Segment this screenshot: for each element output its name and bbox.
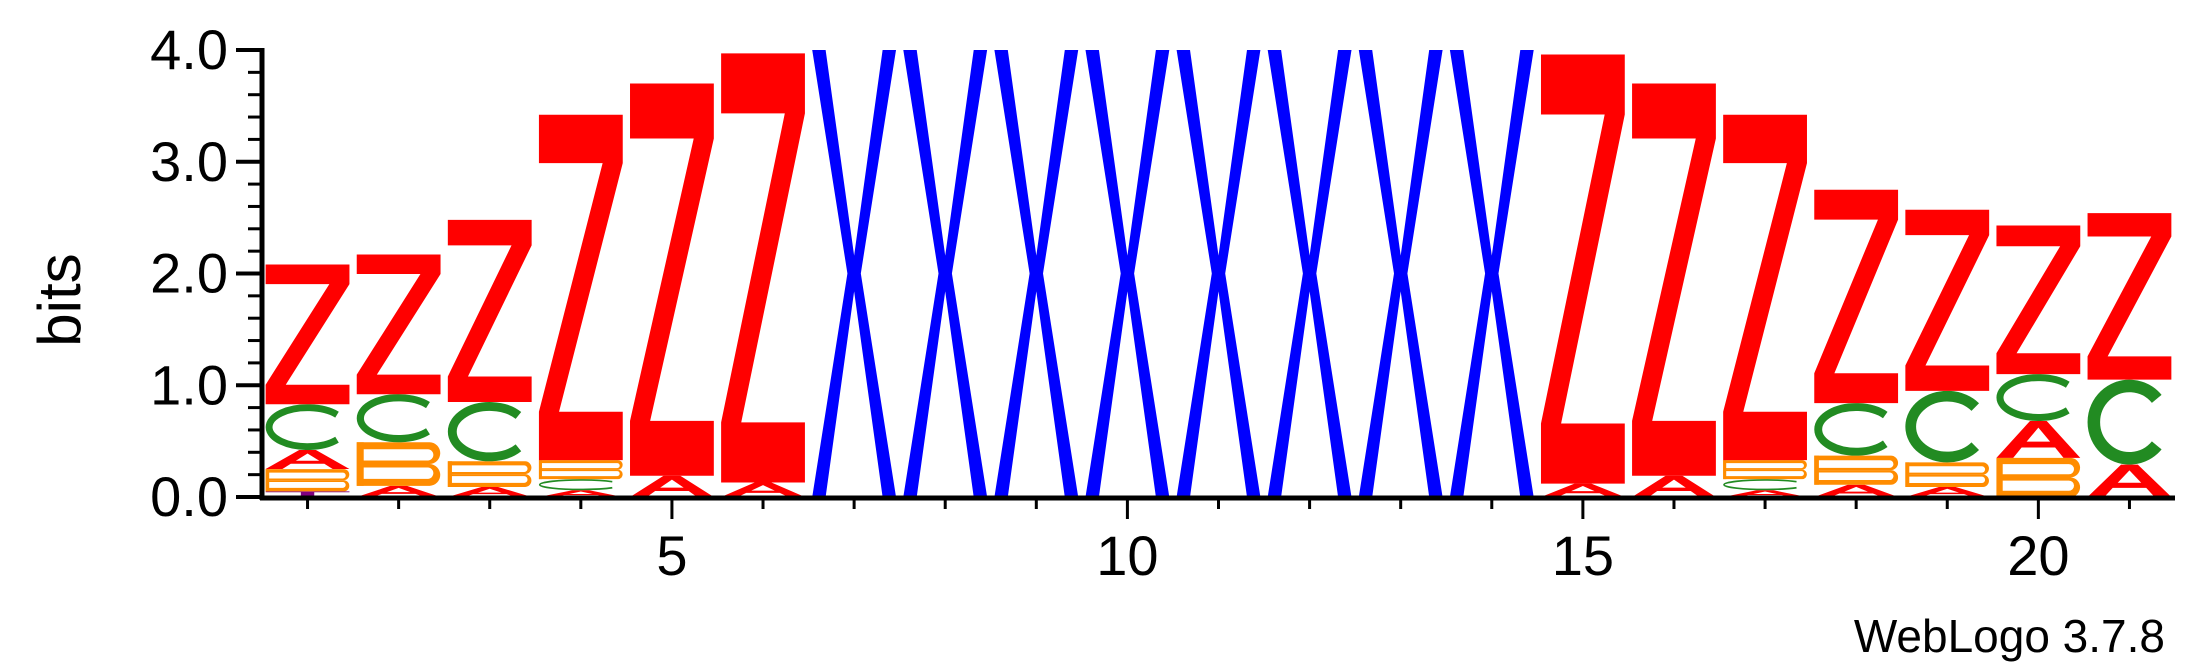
weblogo-credit: WebLogo 3.7.8 <box>1854 610 2165 662</box>
glyph-b <box>447 461 532 487</box>
glyph-x <box>903 50 988 497</box>
glyph-a <box>721 482 805 497</box>
glyph-x <box>1176 50 1261 497</box>
glyph-x <box>1358 50 1443 497</box>
glyph-x <box>1267 50 1352 497</box>
glyph-z <box>356 254 441 395</box>
x-tick-label: 20 <box>2007 524 2069 587</box>
y-tick-label: 4.0 <box>150 18 228 81</box>
y-tick-label: 3.0 <box>150 130 228 193</box>
y-axis-label: bits <box>26 253 93 346</box>
glyph-z <box>1814 189 1899 404</box>
glyph-z <box>265 264 350 405</box>
glyph-c <box>1905 390 1980 463</box>
glyph-b <box>1905 462 1989 487</box>
glyph-a <box>538 490 623 497</box>
glyph-a <box>1905 486 1990 497</box>
glyph-c <box>356 394 430 443</box>
glyph-a <box>1632 475 1716 497</box>
glyph-c <box>2087 379 2162 465</box>
glyph-z <box>721 53 805 483</box>
glyph-z <box>630 83 714 476</box>
glyph-b <box>538 460 623 480</box>
glyph-a <box>1723 490 1807 497</box>
x-tick-label: 15 <box>1552 524 1614 587</box>
glyph-a <box>356 485 441 497</box>
glyph-x <box>1085 50 1170 497</box>
glyph-x <box>1449 50 1534 497</box>
glyph-t <box>265 491 350 497</box>
glyph-a <box>1540 483 1625 497</box>
glyph-z <box>1540 54 1625 484</box>
glyph-b <box>1996 457 2081 497</box>
glyph-c <box>1996 374 2070 421</box>
glyph-a <box>1996 421 2081 458</box>
glyph-z <box>2087 213 2172 380</box>
glyph-c <box>447 402 522 462</box>
axis-layer: 0.0 1.0 2.0 3.0 4.0 5 10 15 20 <box>150 18 2175 587</box>
glyph-c <box>1814 403 1888 456</box>
glyph-z <box>1632 83 1716 476</box>
glyph-b <box>1723 460 1807 480</box>
glyph-b <box>1814 455 1899 485</box>
glyph-a <box>265 450 350 470</box>
glyph-z <box>1905 209 1990 391</box>
glyph-a <box>1814 484 1899 497</box>
glyph-z <box>1996 225 2081 375</box>
glyph-a <box>447 486 532 497</box>
y-tick-label: 1.0 <box>150 353 228 416</box>
glyph-b <box>356 442 441 486</box>
y-tick-label: 0.0 <box>150 465 228 528</box>
glyph-x <box>812 50 897 497</box>
x-tick-label: 5 <box>656 524 687 587</box>
glyph-z <box>538 114 623 461</box>
glyph-c <box>1723 479 1797 491</box>
x-tick-label: 10 <box>1096 524 1158 587</box>
glyph-c <box>265 404 339 451</box>
glyph-z <box>447 219 532 403</box>
logo-glyph-layer <box>265 50 2172 497</box>
glyph-b <box>265 469 350 492</box>
glyph-z <box>1723 114 1807 461</box>
y-tick-label: 2.0 <box>150 242 228 305</box>
glyph-a <box>2087 464 2172 497</box>
glyph-c <box>538 479 613 491</box>
glyph-x <box>994 50 1079 497</box>
glyph-a <box>630 475 714 497</box>
